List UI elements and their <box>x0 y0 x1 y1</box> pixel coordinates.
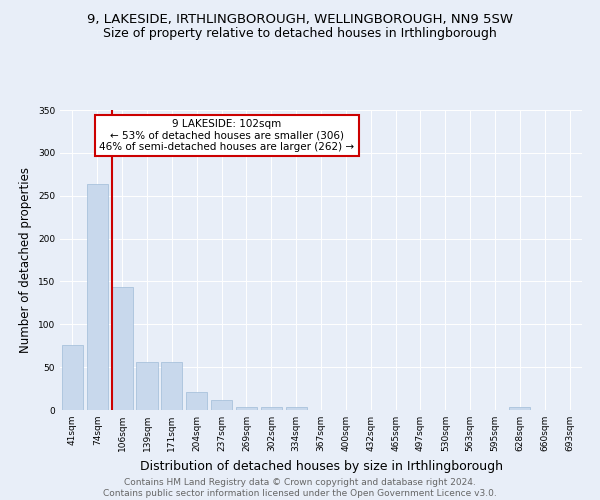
Text: Contains HM Land Registry data © Crown copyright and database right 2024.
Contai: Contains HM Land Registry data © Crown c… <box>103 478 497 498</box>
Bar <box>211 400 232 410</box>
Text: Size of property relative to detached houses in Irthlingborough: Size of property relative to detached ho… <box>103 28 497 40</box>
Bar <box>186 392 207 410</box>
Y-axis label: Number of detached properties: Number of detached properties <box>19 167 32 353</box>
Bar <box>261 406 282 410</box>
Text: 9 LAKESIDE: 102sqm
← 53% of detached houses are smaller (306)
46% of semi-detach: 9 LAKESIDE: 102sqm ← 53% of detached hou… <box>100 119 355 152</box>
Bar <box>136 362 158 410</box>
Text: 9, LAKESIDE, IRTHLINGBOROUGH, WELLINGBOROUGH, NN9 5SW: 9, LAKESIDE, IRTHLINGBOROUGH, WELLINGBOR… <box>87 12 513 26</box>
Bar <box>509 406 530 410</box>
Bar <box>62 345 83 410</box>
X-axis label: Distribution of detached houses by size in Irthlingborough: Distribution of detached houses by size … <box>139 460 503 472</box>
Bar <box>87 184 108 410</box>
Bar <box>161 362 182 410</box>
Bar <box>286 406 307 410</box>
Bar <box>112 286 133 410</box>
Bar <box>236 406 257 410</box>
